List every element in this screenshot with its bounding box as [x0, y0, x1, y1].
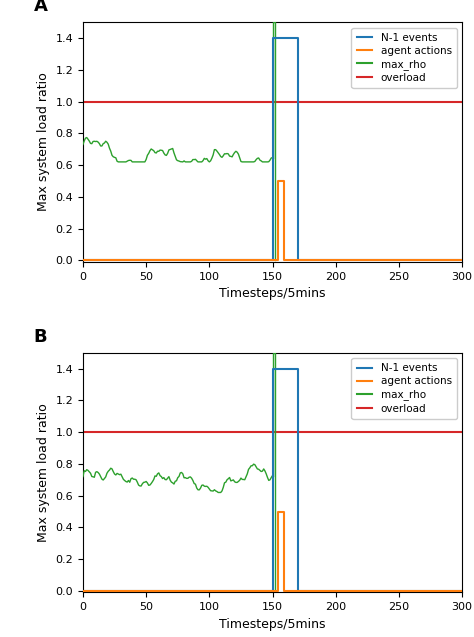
Text: A: A: [34, 0, 47, 15]
Y-axis label: Max system load ratio: Max system load ratio: [37, 403, 50, 542]
Legend: N-1 events, agent actions, max_rho, overload: N-1 events, agent actions, max_rho, over…: [351, 27, 457, 88]
Text: B: B: [34, 327, 47, 346]
X-axis label: Timesteps/5mins: Timesteps/5mins: [219, 287, 326, 300]
X-axis label: Timesteps/5mins: Timesteps/5mins: [219, 618, 326, 631]
Y-axis label: Max system load ratio: Max system load ratio: [37, 73, 50, 211]
Legend: N-1 events, agent actions, max_rho, overload: N-1 events, agent actions, max_rho, over…: [351, 358, 457, 419]
